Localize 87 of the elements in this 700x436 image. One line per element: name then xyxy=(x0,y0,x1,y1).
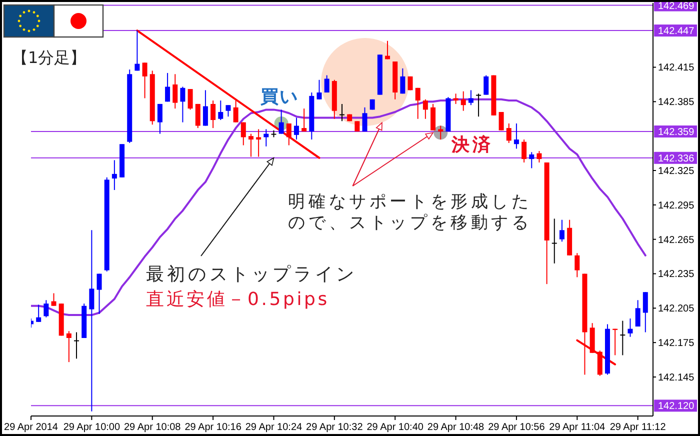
candlestick xyxy=(210,100,216,129)
candlestick xyxy=(89,230,94,412)
candlestick xyxy=(460,90,466,112)
x-tick-label: 29 Apr 2014 xyxy=(4,422,58,433)
candlestick xyxy=(628,318,633,338)
candlestick xyxy=(240,122,246,146)
candlestick xyxy=(453,93,458,104)
ref-line-label: 142.120 xyxy=(658,401,695,412)
y-tick-label: 142.415 xyxy=(658,62,695,74)
candlestick xyxy=(218,100,224,121)
ref-line-label: 142.469 xyxy=(658,0,695,12)
x-tick-label: 29 Apr 10:08 xyxy=(124,422,182,433)
ref-line-label: 142.336 xyxy=(658,153,695,164)
candlestick xyxy=(498,111,504,131)
candlestick xyxy=(430,103,436,131)
x-tick-label: 29 Apr 10:48 xyxy=(427,422,485,433)
candlestick xyxy=(316,79,322,100)
x-tick-label: 29 Apr 10:32 xyxy=(306,422,364,433)
candlestick xyxy=(324,74,330,93)
candlestick xyxy=(422,98,428,120)
candlestick xyxy=(165,72,170,102)
candlestick xyxy=(552,218,557,264)
candlestick xyxy=(574,252,580,278)
x-tick-label: 29 Apr 10:16 xyxy=(184,422,242,433)
candlestick xyxy=(278,109,284,134)
candlestick xyxy=(248,133,254,158)
candlestick xyxy=(514,122,519,150)
candlestick xyxy=(506,122,512,144)
candlestick xyxy=(188,88,193,110)
candlestick xyxy=(340,103,344,122)
candlestick xyxy=(400,68,406,94)
annotation: 明確なサポートを形成したので、ストップを移動する xyxy=(288,192,532,233)
candlestick xyxy=(74,332,80,360)
candlestick xyxy=(233,100,238,123)
candlestick xyxy=(142,62,148,99)
candlestick xyxy=(294,117,299,140)
candlestick xyxy=(172,74,178,110)
y-tick-label: 142.265 xyxy=(658,234,695,246)
candlestick xyxy=(635,300,640,328)
ref-line-label: 142.359 xyxy=(658,126,695,138)
candlestick xyxy=(620,320,626,356)
candlestick xyxy=(476,93,482,118)
x-tick-label: 29 Apr 10:24 xyxy=(245,422,303,433)
candlestick xyxy=(256,128,262,158)
annotation: 決済 xyxy=(450,134,494,156)
candlestick xyxy=(415,87,420,120)
candlestick xyxy=(529,152,534,169)
candlestick xyxy=(536,150,542,163)
y-tick-label: 142.325 xyxy=(658,166,695,177)
candlestick xyxy=(112,160,117,190)
candlestick xyxy=(302,108,307,132)
candlestick xyxy=(180,86,186,123)
x-tick-label: 29 Apr 11:12 xyxy=(610,422,666,433)
candlestick xyxy=(134,30,140,72)
candlestick xyxy=(362,106,368,132)
annotation: 最初のストップライン xyxy=(146,264,358,285)
y-tick-label: 142.235 xyxy=(658,269,695,280)
candlestick xyxy=(96,273,102,314)
text: 【1分足】 xyxy=(12,48,86,67)
candlestick xyxy=(44,300,49,318)
x-tick-label: 29 Apr 10:56 xyxy=(488,422,546,433)
y-tick-label: 142.295 xyxy=(658,200,695,212)
candlestick xyxy=(438,125,444,140)
y-tick-label: 142.385 xyxy=(658,97,695,108)
candlestick xyxy=(559,219,564,242)
candlestick xyxy=(66,330,72,363)
y-tick-label: 142.145 xyxy=(658,372,695,384)
candlestick xyxy=(202,90,208,126)
annotation: 買い xyxy=(259,86,298,108)
candlestick xyxy=(36,304,42,322)
y-tick-label: 142.175 xyxy=(658,338,695,350)
candlestick xyxy=(226,104,231,118)
x-tick-label: 29 Apr 10:40 xyxy=(366,422,424,433)
x-tick-label: 29 Apr 10:00 xyxy=(63,422,120,433)
candlestick xyxy=(522,139,527,163)
candlestick xyxy=(286,122,292,146)
candlestick xyxy=(484,74,489,96)
candlestick xyxy=(157,103,162,134)
annotation: 直近安値－0.5pips xyxy=(146,289,330,310)
candlestick xyxy=(195,103,200,129)
y-tick-label: 142.205 xyxy=(658,304,695,315)
x-tick-label: 29 Apr 11:04 xyxy=(549,422,606,433)
ref-line-label: 142.447 xyxy=(658,26,695,38)
candlestick xyxy=(642,292,648,333)
candlestick xyxy=(354,120,360,132)
candlestick xyxy=(51,292,56,306)
candlestick xyxy=(468,90,474,106)
